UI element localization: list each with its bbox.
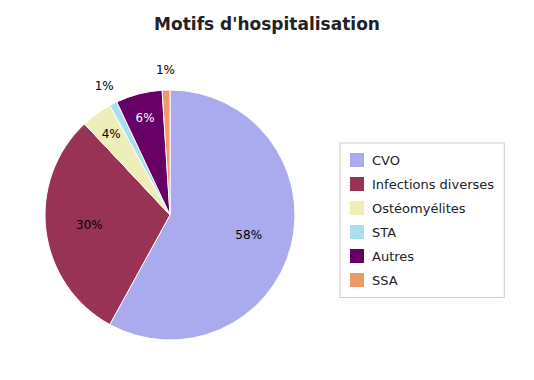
pie-slice bbox=[162, 90, 170, 215]
pie-slice bbox=[117, 90, 170, 215]
chart-title: Motifs d'hospitalisation bbox=[154, 14, 380, 34]
data-label: 58% bbox=[235, 228, 262, 242]
legend-label: STA bbox=[372, 225, 396, 240]
legend-item: STA bbox=[350, 225, 396, 240]
legend-label: Infections diverses bbox=[372, 177, 494, 192]
legend-label: SSA bbox=[372, 273, 398, 288]
chart-svg: Motifs d'hospitalisation 58% 30% 4% 1% 6% 1% CV… bbox=[0, 0, 534, 380]
legend-item: Ostéomyélites bbox=[350, 201, 466, 216]
legend-frame bbox=[340, 143, 504, 298]
legend: CVO Infections diverses Ostéomyélites STA Au… bbox=[340, 143, 504, 298]
legend-swatch bbox=[350, 249, 364, 263]
legend-item: SSA bbox=[350, 273, 398, 288]
pie: 58% 30% 4% 1% 6% 1% bbox=[45, 63, 295, 340]
legend-item: Autres bbox=[350, 249, 414, 264]
legend-swatch bbox=[350, 153, 364, 167]
data-label: 30% bbox=[76, 218, 103, 232]
data-label: 1% bbox=[95, 79, 114, 93]
legend-label: CVO bbox=[372, 153, 400, 168]
legend-swatch bbox=[350, 273, 364, 287]
data-label: 4% bbox=[102, 127, 121, 141]
data-label: 1% bbox=[156, 63, 175, 77]
data-label: 6% bbox=[136, 111, 155, 125]
legend-label: Ostéomyélites bbox=[372, 201, 466, 216]
legend-swatch bbox=[350, 201, 364, 215]
legend-item: CVO bbox=[350, 153, 400, 168]
legend-label: Autres bbox=[372, 249, 414, 264]
legend-swatch bbox=[350, 177, 364, 191]
legend-swatch bbox=[350, 225, 364, 239]
legend-item: Infections diverses bbox=[350, 177, 494, 192]
